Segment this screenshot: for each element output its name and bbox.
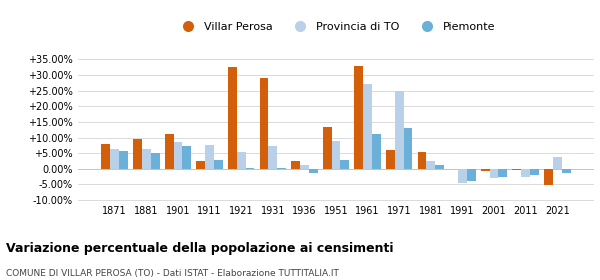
- Bar: [173, 142, 182, 169]
- Bar: [260, 78, 268, 169]
- Bar: [214, 160, 223, 169]
- Bar: [340, 160, 349, 169]
- Text: Variazione percentuale della popolazione ai censimenti: Variazione percentuale della popolazione…: [6, 242, 394, 255]
- Bar: [544, 169, 553, 185]
- Bar: [133, 139, 142, 169]
- Bar: [101, 144, 110, 169]
- Bar: [291, 161, 300, 169]
- Bar: [499, 169, 508, 177]
- Bar: [309, 169, 317, 174]
- Bar: [196, 161, 205, 169]
- Bar: [467, 169, 476, 181]
- Bar: [151, 153, 160, 169]
- Bar: [228, 67, 237, 169]
- Bar: [481, 169, 490, 171]
- Bar: [164, 134, 173, 169]
- Bar: [512, 169, 521, 170]
- Bar: [355, 66, 363, 169]
- Bar: [363, 85, 372, 169]
- Bar: [395, 91, 404, 169]
- Bar: [268, 146, 277, 169]
- Bar: [245, 168, 254, 169]
- Text: COMUNE DI VILLAR PEROSA (TO) - Dati ISTAT - Elaborazione TUTTITALIA.IT: COMUNE DI VILLAR PEROSA (TO) - Dati ISTA…: [6, 269, 339, 278]
- Bar: [205, 145, 214, 169]
- Bar: [418, 152, 427, 169]
- Bar: [562, 169, 571, 174]
- Bar: [458, 169, 467, 183]
- Bar: [435, 165, 444, 169]
- Bar: [427, 161, 435, 169]
- Bar: [490, 169, 499, 178]
- Bar: [142, 150, 151, 169]
- Bar: [553, 157, 562, 169]
- Bar: [237, 151, 245, 169]
- Bar: [182, 146, 191, 169]
- Legend: Villar Perosa, Provincia di TO, Piemonte: Villar Perosa, Provincia di TO, Piemonte: [173, 17, 499, 36]
- Bar: [110, 150, 119, 169]
- Bar: [300, 165, 309, 169]
- Bar: [530, 169, 539, 175]
- Bar: [372, 134, 381, 169]
- Bar: [119, 151, 128, 169]
- Bar: [404, 128, 412, 169]
- Bar: [332, 141, 340, 169]
- Bar: [521, 169, 530, 177]
- Bar: [386, 150, 395, 169]
- Bar: [323, 127, 332, 169]
